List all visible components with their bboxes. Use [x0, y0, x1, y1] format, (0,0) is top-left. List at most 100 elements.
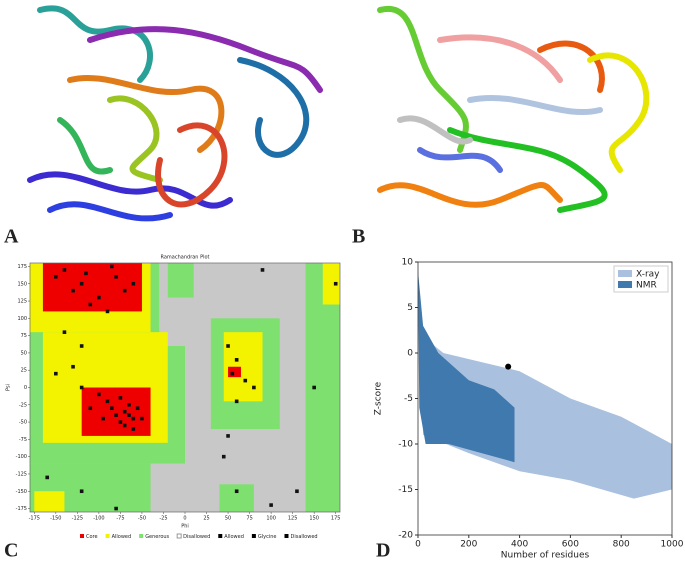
point	[131, 281, 136, 286]
legend-swatch	[80, 534, 84, 538]
point	[105, 399, 110, 404]
point	[79, 489, 84, 494]
legend-swatch	[251, 534, 256, 538]
point-cloud	[420, 334, 672, 499]
point	[79, 281, 84, 286]
point	[79, 385, 84, 390]
point	[88, 406, 93, 411]
x-axis-label: Number of residues	[501, 551, 590, 561]
y-tick-label: -100	[16, 454, 27, 460]
legend-label: Generous	[145, 534, 169, 540]
point	[135, 406, 140, 411]
point	[97, 392, 101, 397]
point-cloud	[418, 271, 515, 463]
legend-swatch	[284, 534, 289, 538]
region	[167, 263, 194, 298]
y-tick-label: -20	[398, 531, 413, 541]
point	[127, 413, 131, 417]
point	[243, 378, 248, 383]
y-tick-label: -125	[16, 471, 27, 477]
point	[105, 309, 110, 314]
y-tick-label: -25	[19, 402, 27, 408]
y-tick-label: 125	[17, 299, 27, 305]
point	[312, 385, 316, 390]
point	[54, 371, 58, 376]
point	[84, 271, 88, 276]
point	[260, 268, 265, 272]
x-tick-label: 0	[415, 540, 421, 550]
point	[122, 409, 127, 414]
point	[110, 406, 114, 411]
protein-structure-a	[27, 5, 323, 222]
point	[118, 420, 123, 424]
panel-label: C	[4, 540, 18, 562]
x-tick-label: 0	[183, 516, 186, 522]
region	[34, 491, 65, 512]
y-tick-label: -150	[16, 489, 27, 495]
y-tick-label: 25	[21, 368, 27, 374]
point	[114, 506, 118, 511]
point	[230, 371, 235, 376]
legend-label: Glycine	[258, 534, 277, 540]
point	[295, 489, 299, 494]
point	[122, 288, 127, 293]
region	[42, 263, 142, 312]
y-axis-label: Psi	[6, 384, 12, 391]
x-tick-label: 400	[511, 540, 528, 550]
point	[45, 475, 50, 480]
x-tick-label: 800	[613, 540, 630, 550]
point	[62, 330, 67, 334]
y-tick-label: 10	[402, 258, 414, 268]
x-tick-label: -150	[50, 516, 61, 522]
y-tick-label: 0	[407, 349, 413, 359]
legend-swatch	[618, 281, 632, 288]
x-tick-label: 75	[246, 516, 252, 522]
y-tick-label: -5	[404, 394, 413, 404]
point	[226, 344, 230, 348]
y-tick-label: 5	[407, 303, 413, 313]
legend-label: Core	[86, 534, 98, 540]
legend-label: Allowed	[112, 534, 132, 540]
legend-swatch	[176, 533, 182, 539]
point	[88, 302, 93, 307]
point	[101, 416, 105, 421]
x-axis-label: Phi	[181, 524, 189, 530]
point	[131, 427, 136, 431]
point	[110, 264, 114, 269]
y-tick-label: 100	[17, 316, 27, 322]
x-tick-label: -175	[29, 516, 40, 522]
y-axis-label: Z-score	[374, 381, 384, 415]
region	[322, 263, 340, 305]
point	[114, 275, 118, 279]
point	[122, 423, 127, 428]
x-tick-label: 200	[460, 540, 477, 550]
y-tick-label: -75	[19, 437, 27, 443]
x-tick-label: -75	[116, 516, 124, 522]
x-tick-label: 150	[309, 516, 319, 522]
legend-label: NMR	[636, 281, 657, 291]
y-tick-label: 150	[17, 281, 27, 287]
point	[234, 489, 239, 494]
region	[219, 484, 254, 512]
point	[333, 281, 338, 286]
point	[79, 344, 84, 348]
point	[140, 416, 144, 421]
panel-label: A	[4, 226, 19, 248]
x-tick-label: 600	[562, 540, 579, 550]
region	[81, 387, 151, 436]
y-tick-label: -10	[398, 440, 413, 450]
point	[54, 275, 58, 279]
point	[221, 454, 226, 459]
legend-label: X-ray	[636, 270, 660, 280]
point	[118, 396, 123, 400]
point	[127, 402, 131, 407]
point	[269, 503, 273, 507]
point	[131, 416, 136, 421]
y-tick-label: 50	[21, 350, 27, 356]
x-tick-label: 25	[203, 516, 209, 522]
x-tick-label: 100	[266, 516, 276, 522]
legend-swatch	[139, 534, 144, 538]
legend-swatch	[618, 270, 632, 277]
x-tick-label: -25	[159, 516, 167, 522]
